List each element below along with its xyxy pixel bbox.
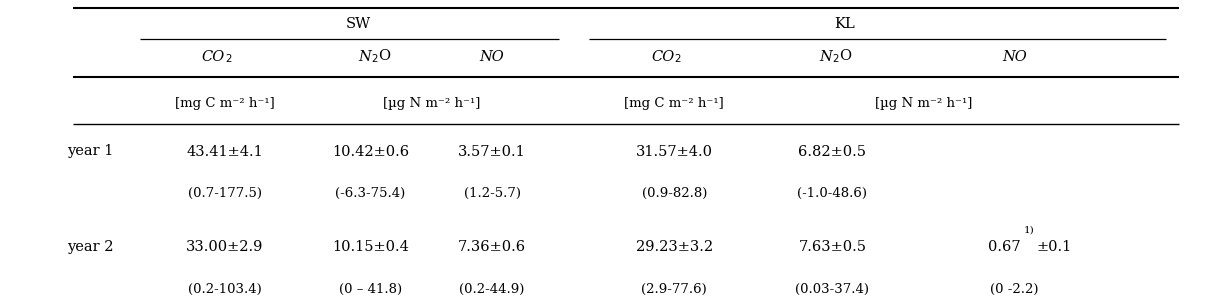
Text: (-1.0-48.6): (-1.0-48.6) <box>797 188 868 200</box>
Text: NO: NO <box>480 50 504 64</box>
Text: (1.2-5.7): (1.2-5.7) <box>464 188 520 200</box>
Text: [mg C m⁻² h⁻¹]: [mg C m⁻² h⁻¹] <box>175 97 275 109</box>
Text: (0.9-82.8): (0.9-82.8) <box>642 188 707 200</box>
Text: [µg N m⁻² h⁻¹]: [µg N m⁻² h⁻¹] <box>875 97 972 109</box>
Text: 31.57±4.0: 31.57±4.0 <box>635 145 713 158</box>
Text: $_2$: $_2$ <box>674 51 682 65</box>
Text: 7.63±0.5: 7.63±0.5 <box>798 240 866 254</box>
Text: 10.15±0.4: 10.15±0.4 <box>332 240 409 254</box>
Text: year 2: year 2 <box>67 240 113 254</box>
Text: (0 -2.2): (0 -2.2) <box>990 283 1039 296</box>
Text: NO: NO <box>1002 50 1027 64</box>
Text: $_2$: $_2$ <box>225 51 232 65</box>
Text: (0.7-177.5): (0.7-177.5) <box>188 188 261 200</box>
Text: (0.2-44.9): (0.2-44.9) <box>459 283 525 296</box>
Text: (2.9-77.6): (2.9-77.6) <box>642 283 707 296</box>
Text: CO: CO <box>651 50 674 64</box>
Text: CO: CO <box>202 50 225 64</box>
Text: (0.2-103.4): (0.2-103.4) <box>188 283 261 296</box>
Text: 29.23±3.2: 29.23±3.2 <box>635 240 713 254</box>
Text: [µg N m⁻² h⁻¹]: [µg N m⁻² h⁻¹] <box>383 97 480 109</box>
Text: (0.03-37.4): (0.03-37.4) <box>796 283 869 296</box>
Text: 0.67: 0.67 <box>988 240 1021 254</box>
Text: ±0.1: ±0.1 <box>1036 240 1072 254</box>
Text: KL: KL <box>833 17 855 31</box>
Text: SW: SW <box>346 17 371 31</box>
Text: 7.36±0.6: 7.36±0.6 <box>458 240 526 254</box>
Text: 3.57±0.1: 3.57±0.1 <box>458 145 526 158</box>
Text: $_2$O: $_2$O <box>832 48 853 65</box>
Text: (-6.3-75.4): (-6.3-75.4) <box>335 188 406 200</box>
Text: (0 – 41.8): (0 – 41.8) <box>339 283 402 296</box>
Text: N: N <box>820 50 832 64</box>
Text: 43.41±4.1: 43.41±4.1 <box>186 145 264 158</box>
Text: 10.42±0.6: 10.42±0.6 <box>332 145 409 158</box>
Text: 1): 1) <box>1024 226 1035 235</box>
Text: 6.82±0.5: 6.82±0.5 <box>798 145 866 158</box>
Text: [mg C m⁻² h⁻¹]: [mg C m⁻² h⁻¹] <box>625 97 724 109</box>
Text: 33.00±2.9: 33.00±2.9 <box>186 240 264 254</box>
Text: N: N <box>358 50 371 64</box>
Text: year 1: year 1 <box>67 145 113 158</box>
Text: $_2$O: $_2$O <box>371 48 391 65</box>
